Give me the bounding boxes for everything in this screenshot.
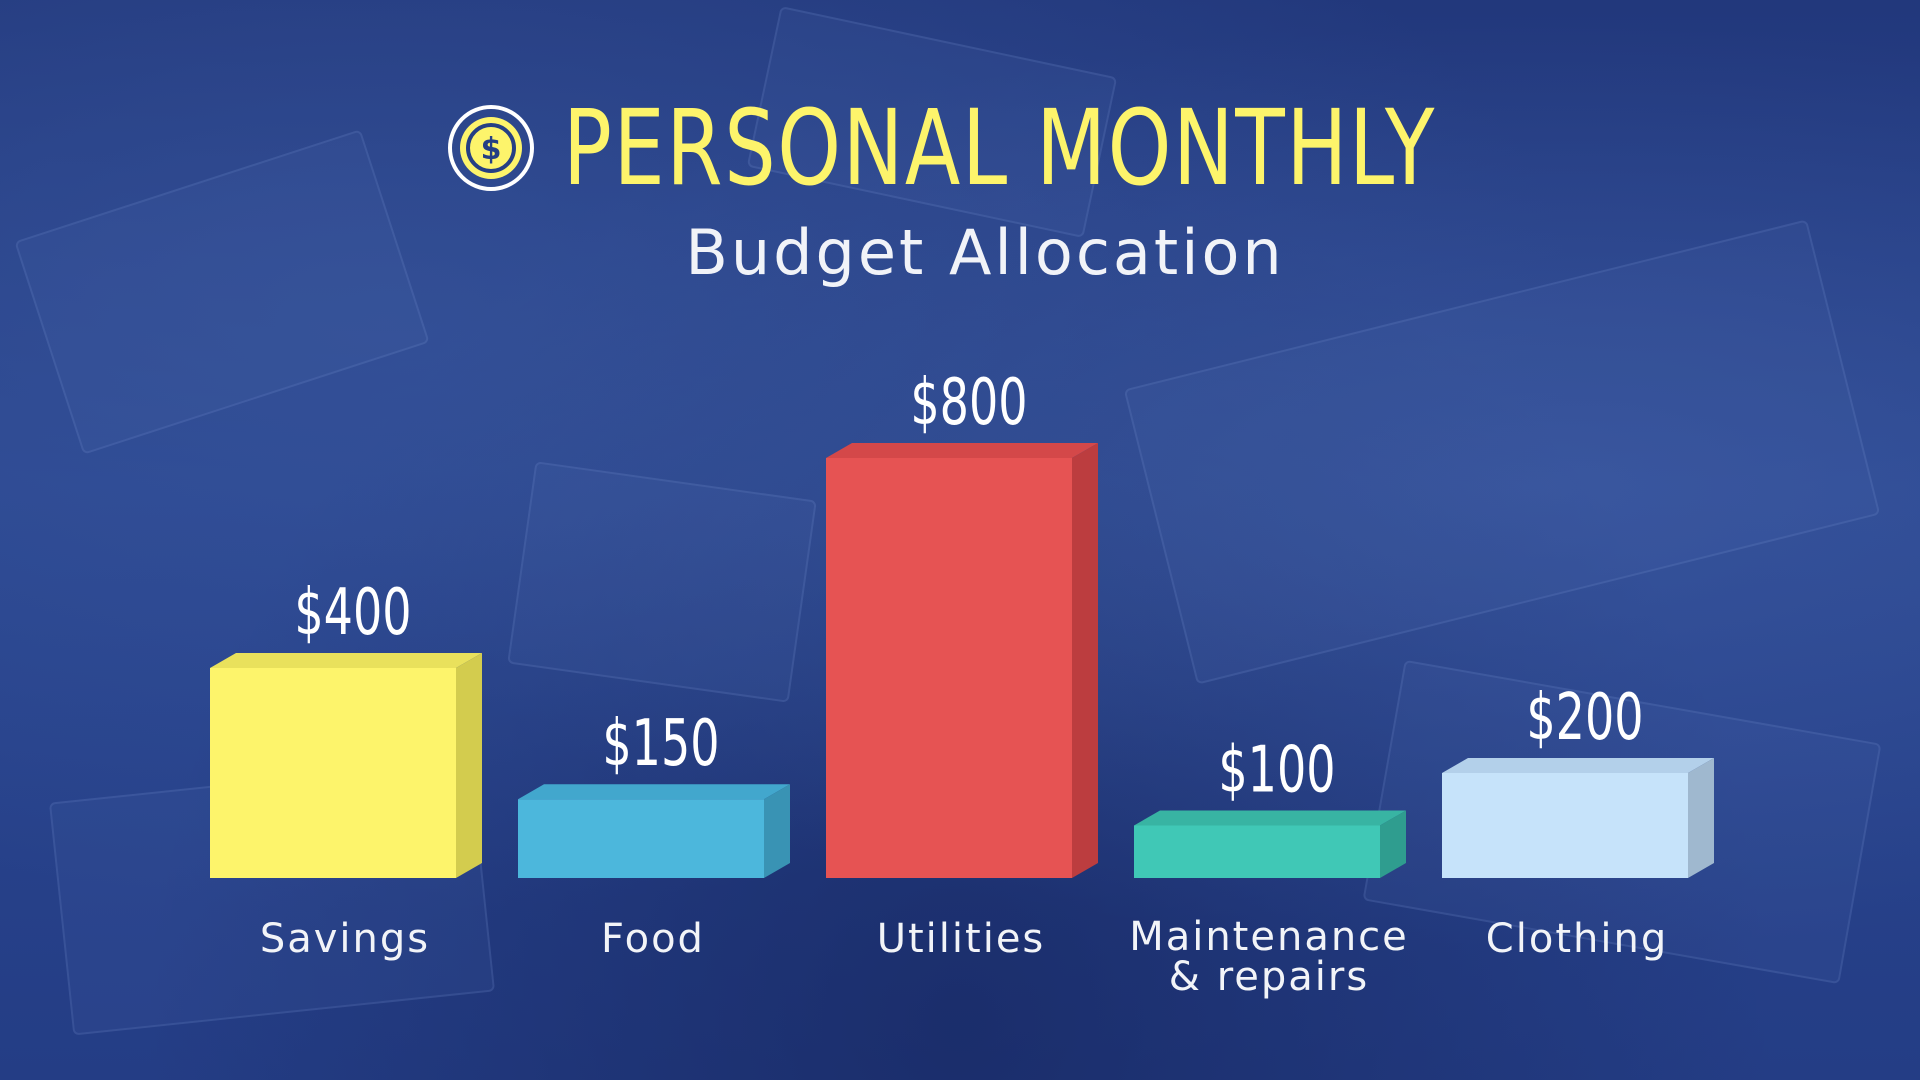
category-label: Clothing — [1486, 916, 1668, 962]
bar-top — [518, 784, 790, 800]
svg-text:$: $ — [481, 132, 502, 167]
bar — [210, 668, 456, 878]
value-label: $800 — [910, 365, 1027, 440]
category-label: Food — [601, 916, 705, 962]
bar — [518, 799, 764, 878]
value-label: $200 — [1526, 680, 1643, 755]
chart-title: PERSONAL MONTHLY — [563, 87, 1437, 209]
bar — [1134, 825, 1380, 878]
value-label: $100 — [1218, 733, 1335, 808]
bar-top — [1442, 758, 1714, 773]
bar-side — [1380, 810, 1406, 878]
category-label: & repairs — [1169, 954, 1369, 1000]
category-label: Utilities — [877, 916, 1046, 962]
dollar-coin-icon: $ — [448, 105, 535, 191]
category-label: Maintenance — [1129, 914, 1409, 960]
category-label: Savings — [260, 916, 430, 962]
bar-side — [1688, 758, 1714, 878]
title-row: $ PERSONAL MONTHLY — [0, 88, 1920, 208]
chart-subtitle: Budget Allocation — [685, 216, 1285, 289]
value-label: $400 — [294, 575, 411, 650]
bar — [1442, 773, 1688, 878]
bar-top — [1134, 810, 1406, 826]
bar-top — [210, 653, 482, 668]
bar — [826, 458, 1072, 878]
bar-top — [826, 443, 1098, 458]
bar-side — [456, 653, 482, 878]
bar-side — [1072, 443, 1098, 878]
value-label: $150 — [602, 707, 719, 782]
bar-side — [764, 784, 790, 878]
